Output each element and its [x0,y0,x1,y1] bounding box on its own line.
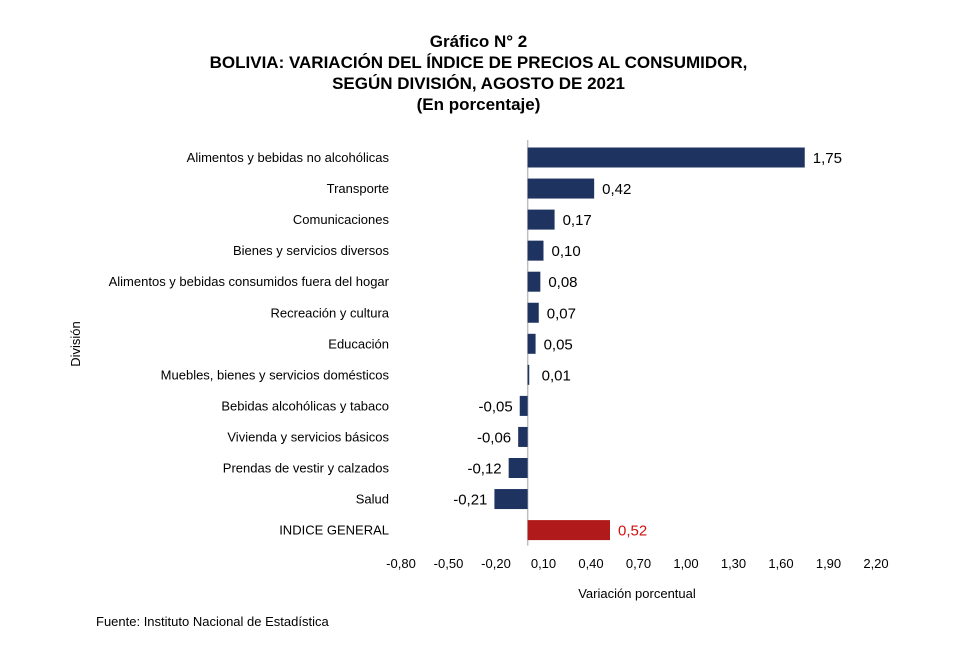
category-label: Prendas de vestir y calzados [223,461,390,476]
data-label: 0,05 [544,336,573,353]
chart-title-unit: (En porcentaje) [416,95,541,114]
bar [527,520,610,541]
data-label: 0,17 [563,212,592,229]
bar [527,333,536,354]
data-label: 0,08 [548,274,577,291]
x-tick-label: -0,80 [386,556,416,571]
chart-title-sub: SEGÚN DIVISIÓN, AGOSTO DE 2021 [332,74,625,93]
category-label: Vivienda y servicios básicos [227,429,389,444]
x-axis-title: Variación porcentual [578,586,696,601]
bar [527,364,530,385]
data-label: 0,10 [552,243,581,260]
category-label: Educación [328,336,389,351]
bar [527,209,555,230]
bar [519,395,528,416]
chart-title-main: BOLIVIA: VARIACIÓN DEL ÍNDICE DE PRECIOS… [209,53,748,72]
category-label: Muebles, bienes y servicios domésticos [161,367,390,382]
x-tick-label: 0,40 [578,556,603,571]
category-label: Bienes y servicios diversos [233,243,390,258]
bar [527,271,541,292]
source-footnote: Fuente: Instituto Nacional de Estadístic… [96,614,329,629]
data-label: -0,05 [479,398,513,415]
category-label: Alimentos y bebidas no alcohólicas [187,150,390,165]
x-tick-label: -0,50 [434,556,464,571]
category-label: Bebidas alcohólicas y tabaco [221,398,389,413]
data-label: 0,42 [602,181,631,198]
bar [527,178,595,199]
x-tick-label: 2,20 [863,556,888,571]
x-tick-label: 1,90 [816,556,841,571]
data-label: 0,01 [542,367,571,384]
data-label: -0,06 [477,429,511,446]
bar [518,426,528,447]
x-tick-label: 1,30 [721,556,746,571]
bar [494,489,528,510]
chart-title-block: Gráfico N° 2 BOLIVIA: VARIACIÓN DEL ÍNDI… [0,31,957,115]
chart-title-number: Gráfico N° 2 [429,32,528,51]
x-tick-label: 0,10 [531,556,556,571]
bar [527,147,805,168]
category-label: Comunicaciones [293,212,390,227]
category-label: Alimentos y bebidas consumidos fuera del… [109,274,390,289]
category-label: Recreación y cultura [271,305,390,320]
bar [527,240,544,261]
data-label: -0,21 [453,492,487,509]
data-label: 0,52 [618,523,647,540]
category-label: INDICE GENERAL [279,523,389,538]
x-tick-label: 0,70 [626,556,651,571]
data-label: -0,12 [467,461,501,478]
bar [508,458,528,478]
x-tick-label: -0,20 [481,556,511,571]
bar [527,302,539,323]
data-label: 0,07 [547,305,576,322]
category-label: Transporte [327,181,389,196]
category-label: Salud [356,492,389,507]
data-label: 1,75 [813,150,842,167]
x-tick-label: 1,60 [768,556,793,571]
y-axis-title: División [68,321,83,367]
x-tick-label: 1,00 [673,556,698,571]
